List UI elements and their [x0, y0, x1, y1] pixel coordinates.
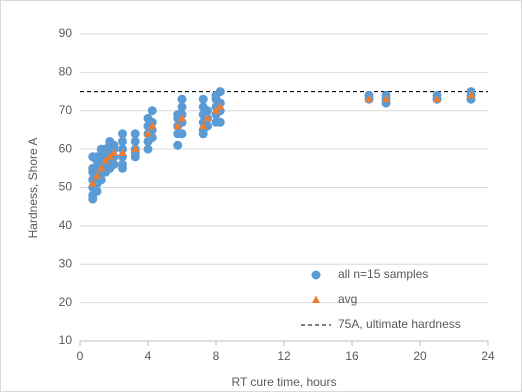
y-tick-label: 60	[59, 141, 73, 155]
data-point	[177, 129, 187, 139]
data-point	[216, 102, 225, 110]
data-point	[101, 156, 110, 164]
data-point	[212, 106, 220, 114]
data-point	[203, 113, 212, 122]
data-point	[215, 87, 225, 97]
legend-marker	[311, 270, 321, 280]
x-tick-label: 0	[77, 349, 84, 363]
y-tick-label: 50	[59, 180, 73, 194]
data-point	[88, 179, 97, 187]
data-point	[97, 163, 106, 172]
data-point	[93, 171, 101, 179]
legend-label: avg	[338, 292, 357, 306]
y-tick-label: 30	[59, 256, 73, 270]
x-tick-label: 20	[413, 349, 427, 363]
data-point	[177, 102, 187, 112]
data-point	[109, 140, 119, 150]
data-point	[131, 144, 140, 153]
y-tick-label: 20	[59, 295, 73, 309]
data-point	[198, 94, 208, 104]
x-tick-label: 4	[145, 349, 152, 363]
data-point	[433, 94, 441, 103]
x-tick-label: 8	[213, 349, 220, 363]
data-point	[467, 90, 475, 99]
y-axis-label: Hardness, Shore A	[26, 138, 40, 239]
data-point	[118, 129, 127, 139]
x-tick-label: 12	[277, 349, 291, 363]
legend-label: 75A, ultimate hardness	[338, 317, 461, 331]
data-point	[118, 159, 127, 169]
y-tick-label: 10	[59, 333, 73, 347]
data-point	[178, 113, 186, 122]
data-point	[130, 136, 140, 146]
data-point	[105, 152, 114, 160]
x-axis-label: RT cure time, hours	[232, 375, 337, 389]
data-point	[173, 121, 182, 130]
data-point	[130, 129, 140, 139]
data-point	[92, 186, 102, 196]
y-tick-label: 40	[59, 218, 73, 232]
data-point	[118, 136, 127, 146]
data-point	[382, 94, 390, 103]
data-point	[177, 94, 187, 104]
data-point	[199, 121, 208, 130]
data-point	[143, 144, 153, 154]
data-point	[109, 159, 119, 169]
legend-label: all n=15 samples	[338, 267, 428, 281]
data-point	[215, 117, 225, 127]
data-point	[147, 106, 157, 116]
data-point	[203, 106, 212, 116]
y-tick-label: 80	[59, 65, 73, 79]
data-point	[148, 121, 157, 130]
data-point	[173, 140, 183, 150]
data-point	[365, 94, 373, 103]
data-point	[110, 148, 118, 156]
y-tick-label: 70	[59, 103, 73, 117]
data-point	[144, 129, 152, 137]
y-tick-label: 90	[59, 26, 73, 40]
x-tick-label: 16	[345, 349, 359, 363]
data-point	[118, 148, 127, 156]
legend-marker	[312, 295, 320, 303]
x-tick-label: 24	[481, 349, 495, 363]
